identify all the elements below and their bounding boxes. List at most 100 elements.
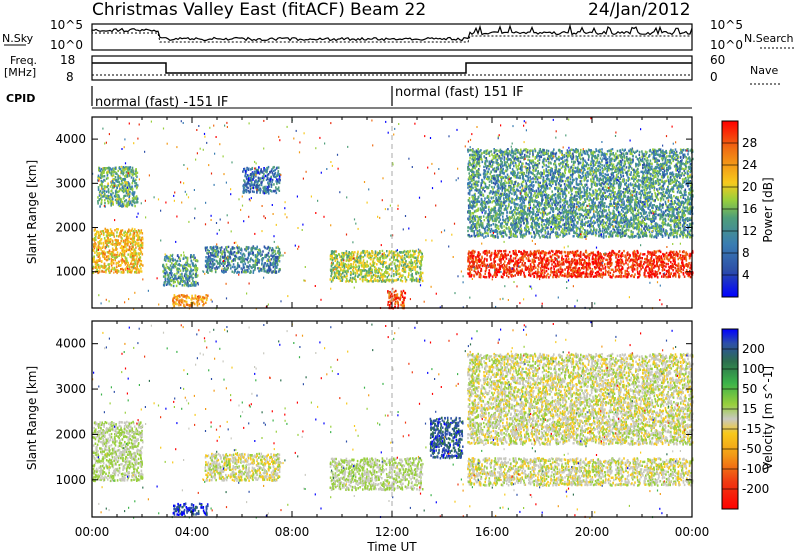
- echo-cell: [267, 188, 269, 190]
- echo-cell: [244, 263, 246, 265]
- echo-cell: [278, 186, 280, 188]
- echo-cell: [342, 272, 344, 274]
- echo-cell: [186, 296, 188, 298]
- echo-cell: [176, 260, 178, 262]
- echo-cell: [206, 252, 208, 254]
- echo-cell: [122, 203, 124, 205]
- echo-cell: [175, 275, 177, 277]
- echo-cell: [112, 198, 114, 200]
- echo-cell: [553, 271, 555, 273]
- echo-cell: [124, 200, 126, 202]
- echo-cell: [371, 250, 373, 252]
- echo-cell: [486, 254, 488, 256]
- echo-cell: [408, 272, 410, 274]
- echo-cell: [491, 252, 493, 254]
- echo-cell: [393, 259, 395, 261]
- echo-cell: [246, 191, 248, 193]
- echo-cell: [335, 250, 337, 252]
- echo-cell: [107, 183, 109, 185]
- echo-cell: [137, 237, 139, 239]
- echo-cell: [353, 263, 355, 265]
- echo-cell: [552, 276, 554, 278]
- echo-cell: [480, 270, 482, 272]
- echo-cell: [594, 258, 596, 260]
- echo-cell: [108, 168, 110, 170]
- echo-cell: [277, 250, 279, 252]
- echo-cell: [250, 271, 252, 273]
- echo-cell: [560, 263, 562, 265]
- echo-cell: [619, 259, 621, 261]
- echo-cell: [469, 261, 471, 263]
- echo-cell: [224, 254, 226, 256]
- echo-cell: [610, 272, 612, 274]
- echo-cell: [99, 205, 101, 207]
- echo-cell: [254, 184, 256, 186]
- echo-cell: [565, 255, 567, 257]
- echo-cell: [125, 243, 127, 245]
- echo-cell: [661, 257, 663, 259]
- echo-cell: [543, 252, 545, 254]
- echo-cell: [634, 254, 636, 256]
- echo-cell: [275, 180, 277, 182]
- echo-cell: [397, 252, 399, 254]
- echo-cell: [111, 168, 113, 170]
- echo-cell: [195, 266, 197, 268]
- echo-cell: [577, 262, 579, 264]
- echo-cell: [626, 270, 628, 272]
- echo-cell: [232, 271, 234, 273]
- echo-cell: [181, 264, 183, 266]
- echo-cell: [271, 271, 273, 273]
- echo-cell: [350, 277, 352, 279]
- echo-cell: [558, 271, 560, 273]
- echo-cell: [659, 272, 661, 274]
- echo-cell: [108, 267, 110, 269]
- echo-cell: [273, 170, 275, 172]
- echo-cell: [98, 175, 100, 177]
- echo-cell: [522, 262, 524, 264]
- echo-cell: [344, 275, 346, 277]
- echo-cell: [101, 242, 103, 244]
- echo-cell: [360, 262, 362, 264]
- echo-cell: [211, 248, 213, 250]
- echo-cell: [605, 259, 607, 261]
- echo-cell: [126, 248, 128, 250]
- echo-cell: [101, 265, 103, 267]
- echo-cell: [129, 167, 131, 169]
- echo-cell: [383, 252, 385, 254]
- echo-cell: [388, 294, 390, 296]
- echo-cell: [134, 197, 136, 199]
- echo-cell: [365, 278, 367, 280]
- echo-cell: [121, 237, 123, 239]
- echo-cell: [107, 174, 109, 176]
- echo-cell: [101, 183, 103, 185]
- echo-cell: [112, 250, 114, 252]
- echo-cell: [524, 251, 526, 253]
- echo-cell: [195, 295, 197, 297]
- echo-cell: [172, 258, 174, 260]
- echo-cell: [332, 262, 334, 264]
- echo-cell: [268, 173, 270, 175]
- echo-cell: [263, 173, 265, 175]
- echo-cell: [570, 275, 572, 277]
- echo-cell: [636, 268, 638, 270]
- echo-cell: [139, 270, 141, 272]
- echo-cell: [262, 187, 264, 189]
- echo-cell: [550, 274, 552, 276]
- noise-right-tick-low: 10^0: [710, 38, 743, 52]
- echo-cell: [501, 276, 503, 278]
- echo-cell: [206, 260, 208, 262]
- echo-cell: [525, 268, 527, 270]
- echo-cell: [553, 265, 555, 267]
- echo-cell: [395, 297, 397, 299]
- echo-cell: [213, 254, 215, 256]
- echo-cell: [558, 275, 560, 277]
- echo-cell: [657, 265, 659, 267]
- echo-cell: [483, 166, 485, 168]
- echo-cell: [96, 250, 98, 252]
- echo-cell: [137, 261, 139, 263]
- echo-cell: [197, 268, 199, 270]
- echo-cell: [110, 193, 112, 195]
- echo-cell: [350, 253, 352, 255]
- echo-cell: [118, 198, 120, 200]
- echo-cell: [566, 259, 568, 261]
